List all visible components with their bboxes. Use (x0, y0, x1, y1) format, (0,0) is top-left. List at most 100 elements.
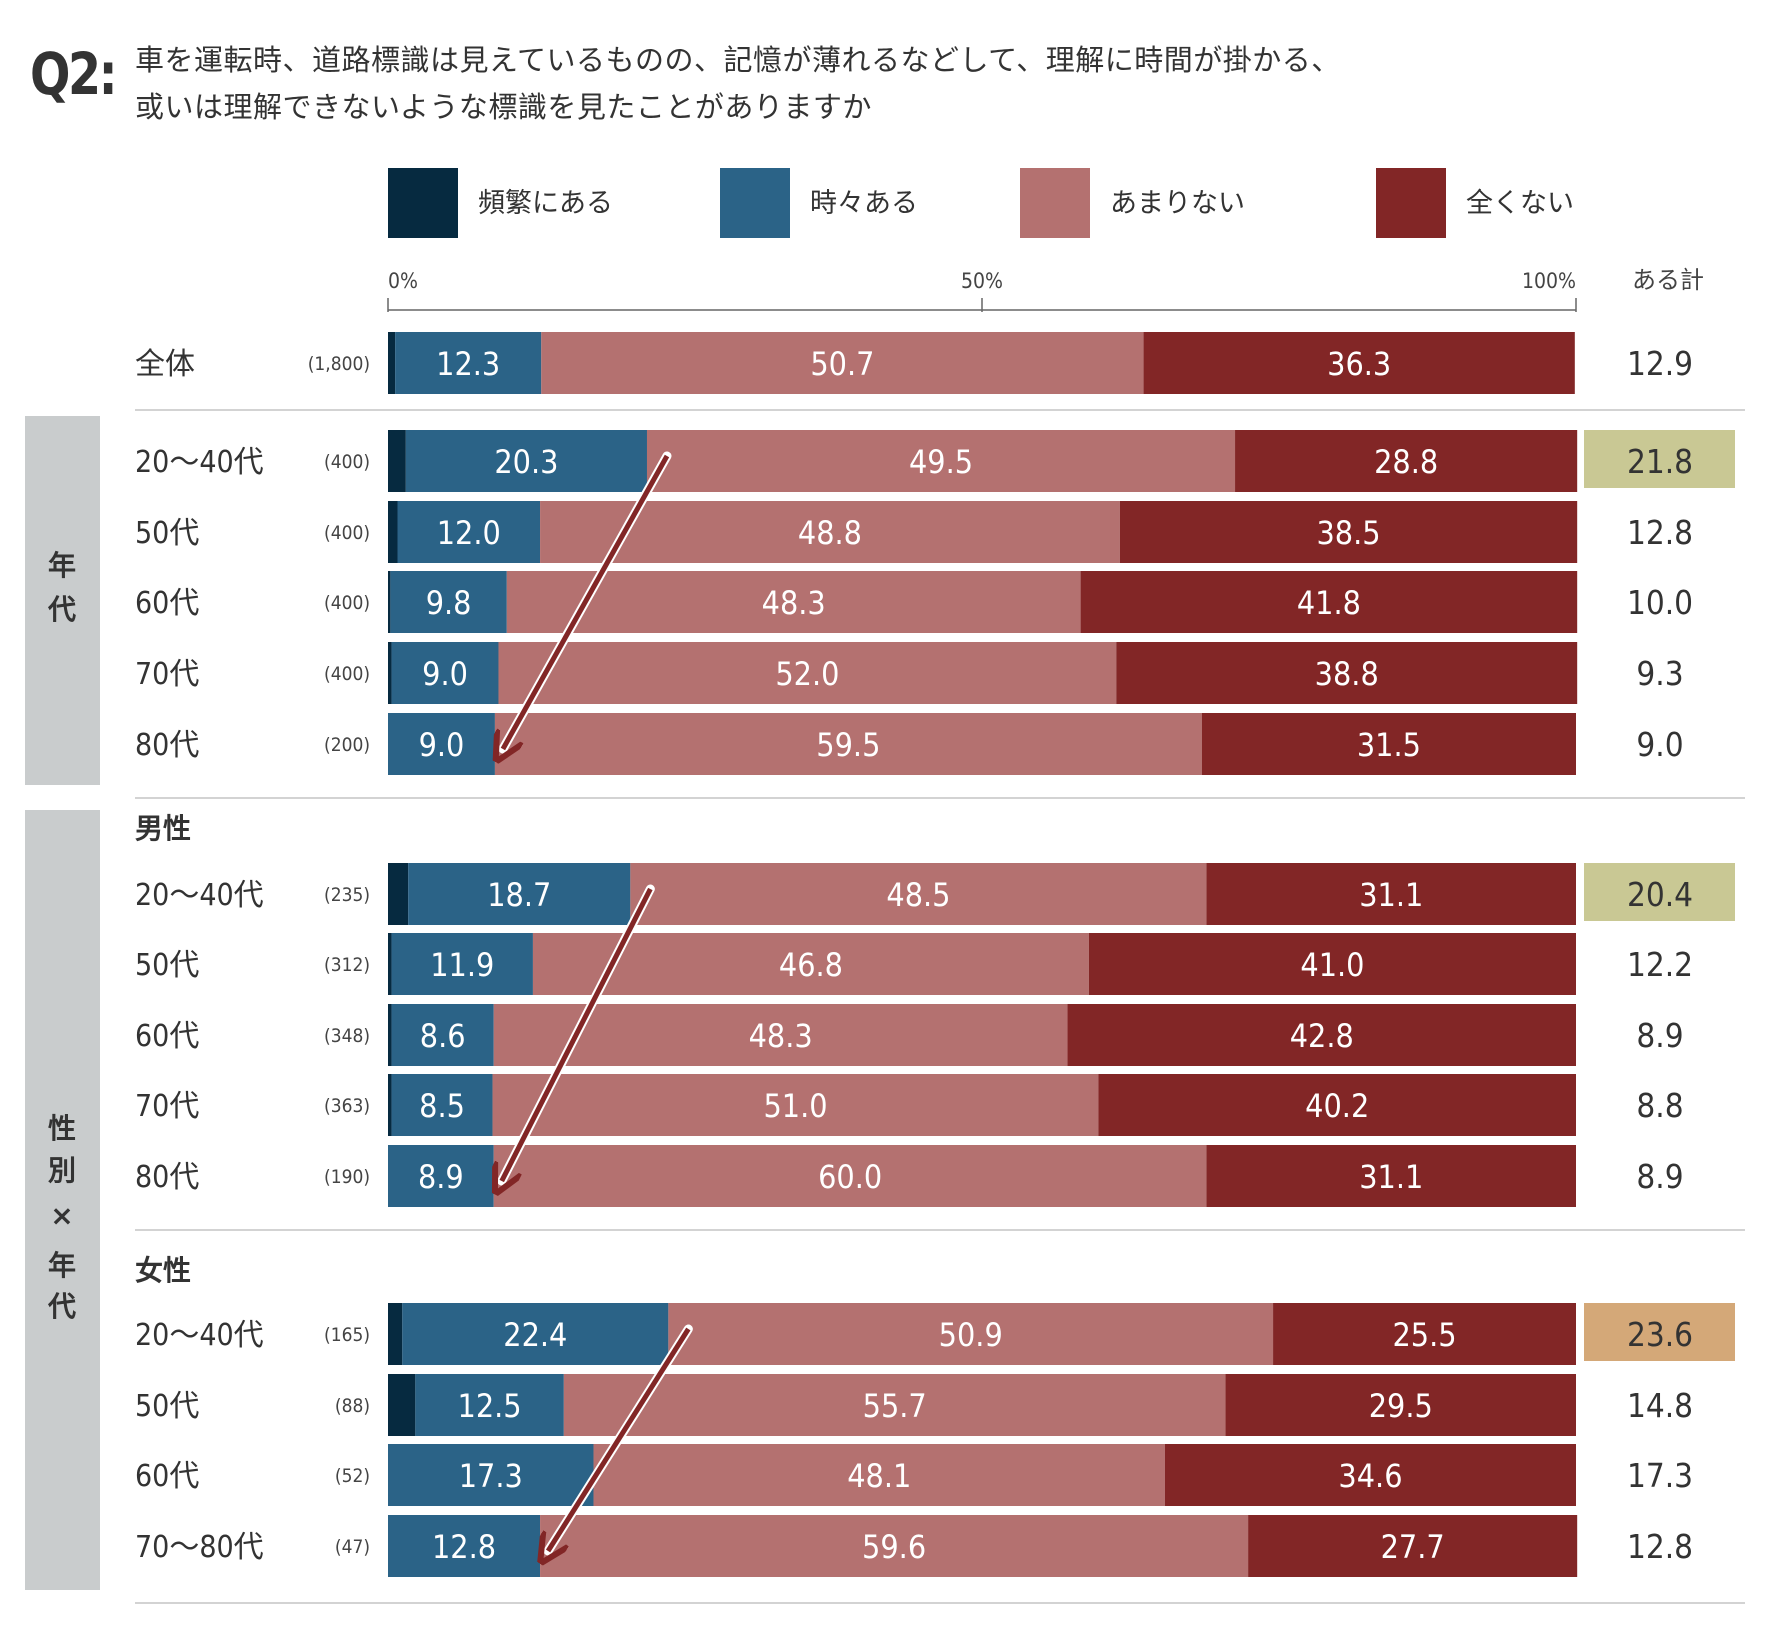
bar-segment (1143, 332, 1575, 394)
bar-segment (388, 1444, 594, 1506)
trend-arrow (502, 884, 655, 1181)
row-total-value: 12.8 (1627, 513, 1693, 552)
bar-value-label: 50.7 (810, 345, 874, 383)
bar-value-label: 60.0 (818, 1158, 882, 1196)
row-total-value: 23.6 (1627, 1315, 1693, 1354)
question-number: Q2: (30, 40, 118, 108)
bar-segment (397, 501, 541, 563)
row-total-value: 17.3 (1627, 1456, 1693, 1495)
row-total-value: 8.9 (1636, 1157, 1683, 1196)
bar-value-label: 40.2 (1305, 1087, 1369, 1125)
bar-row: 70代 (400) 9.0 52.0 38.8 9.3 (135, 642, 1684, 704)
bar-value-label: 34.6 (1338, 1457, 1402, 1495)
axis-tick-label: 50% (961, 269, 1003, 293)
row-label: 50代 (135, 948, 199, 983)
bar-value-label: 18.7 (487, 876, 551, 914)
bar-segment (391, 933, 533, 995)
bar-row: 20～40代 (165) 22.4 50.9 25.5 23.6 (135, 1303, 1735, 1365)
legend-swatch (720, 168, 790, 238)
bar-segment (388, 1074, 392, 1136)
bar-value-label: 48.3 (762, 584, 826, 622)
bar-value-label: 31.1 (1359, 876, 1423, 914)
bar-row: 20～40代 (235) 18.7 48.5 31.1 20.4 (135, 863, 1735, 925)
bar-segment (668, 1303, 1274, 1365)
bar-segment (388, 1303, 403, 1365)
row-label: 20～40代 (135, 878, 264, 913)
bar-segment (1088, 933, 1576, 995)
row-sample-size: (1,800) (308, 353, 370, 375)
bar-segment (388, 430, 406, 492)
bar-segment (498, 642, 1117, 704)
bar-segment (388, 863, 409, 925)
axis-tick-label: 100% (1522, 269, 1576, 293)
bar-value-label: 12.8 (432, 1528, 496, 1566)
bar-value-label: 8.9 (418, 1158, 464, 1196)
bar-value-label: 8.5 (419, 1087, 465, 1125)
row-total-value: 12.9 (1627, 344, 1693, 383)
row-label: 50代 (135, 516, 199, 551)
bar-value-label: 59.5 (816, 726, 880, 764)
bar-segment (388, 1515, 541, 1577)
legend-label: 時々ある (810, 188, 918, 219)
bar-segment (1098, 1074, 1576, 1136)
row-label: 70代 (135, 1089, 199, 1124)
bar-value-label: 48.5 (886, 876, 950, 914)
row-total-value: 12.2 (1627, 945, 1693, 984)
bar-segment (395, 332, 542, 394)
total-column-header: ある計 (1632, 266, 1704, 294)
row-total-value: 10.0 (1627, 583, 1693, 622)
bar-segment (402, 1303, 669, 1365)
legend-swatch (388, 168, 458, 238)
group-side-panel (25, 416, 100, 785)
row-total-value: 20.4 (1627, 875, 1693, 914)
bar-segment (388, 571, 391, 633)
row-sample-size: (348) (324, 1025, 370, 1047)
bar-segment (1248, 1515, 1578, 1577)
bar-segment (1206, 1145, 1576, 1207)
row-sample-size: (312) (324, 954, 370, 976)
bar-value-label: 9.0 (419, 726, 465, 764)
row-total-value: 8.8 (1636, 1086, 1683, 1125)
row-total-value: 14.8 (1627, 1386, 1693, 1425)
bar-value-label: 20.3 (494, 443, 558, 481)
bar-segment (391, 1074, 493, 1136)
bar-value-label: 11.9 (430, 946, 494, 984)
group-side-label-char: 別 (48, 1154, 76, 1187)
bar-value-label: 12.3 (436, 345, 500, 383)
bar-value-label: 28.8 (1374, 443, 1438, 481)
row-label: 80代 (135, 728, 199, 763)
x-axis: 0% 50% 100% (387, 269, 1577, 312)
legend-item: 時々ある (720, 168, 918, 238)
bar-value-label: 25.5 (1392, 1316, 1456, 1354)
axis-tick-label: 0% (388, 269, 418, 293)
bar-segment (593, 1444, 1165, 1506)
trend-arrow (548, 1324, 693, 1551)
bar-value-label: 59.6 (862, 1528, 926, 1566)
total-highlight (1584, 430, 1735, 488)
bar-segment (390, 571, 507, 633)
bar-segment (1116, 642, 1578, 704)
row-label: 20～40代 (135, 1318, 264, 1353)
bar-segment (1067, 1004, 1576, 1066)
row-total-value: 8.9 (1636, 1016, 1683, 1055)
bar-segment (630, 863, 1207, 925)
bar-value-label: 9.8 (426, 584, 472, 622)
row-sample-size: (47) (335, 1536, 370, 1558)
legend-item: 全くない (1376, 168, 1574, 238)
bar-value-label: 46.8 (779, 946, 843, 984)
bar-row: 80代 (190) 8.9 60.0 31.1 8.9 (135, 1145, 1684, 1207)
legend-item: あまりない (1020, 168, 1245, 238)
total-highlight (1584, 863, 1735, 921)
bar-segment (1235, 430, 1578, 492)
bar-value-label: 52.0 (775, 655, 839, 693)
group-side-panel (25, 810, 100, 1590)
bar-value-label: 51.0 (763, 1087, 827, 1125)
bar-value-label: 9.0 (422, 655, 468, 693)
bar-value-label: 22.4 (503, 1316, 567, 1354)
row-label: 60代 (135, 1019, 199, 1054)
bar-row: 70代 (363) 8.5 51.0 40.2 8.8 (135, 1074, 1684, 1136)
bar-value-label: 38.8 (1315, 655, 1379, 693)
bar-value-label: 12.0 (437, 514, 501, 552)
bar-segment (388, 1374, 416, 1436)
group-side-label-char: 年 (48, 549, 76, 582)
